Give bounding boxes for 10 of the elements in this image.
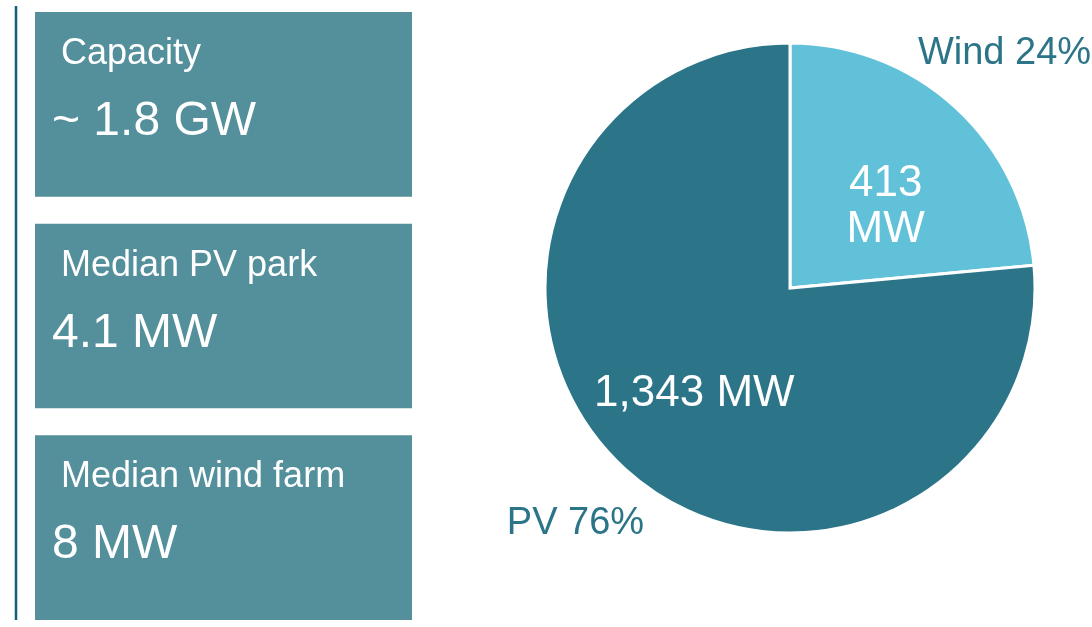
data-label: 1,343 MW	[594, 366, 796, 416]
slice-label: PV 76%	[506, 500, 645, 543]
text: 8 MW	[52, 515, 179, 569]
text: ~ 1.8 GW	[52, 92, 257, 145]
text: Median wind farm	[61, 454, 346, 496]
text: Median PV park	[61, 242, 319, 284]
data-label: 413 MW	[846, 155, 926, 251]
text: Capacity	[61, 31, 202, 72]
text: 4.1 MW	[52, 303, 219, 357]
slice-label: Wind 24%	[917, 29, 1092, 72]
